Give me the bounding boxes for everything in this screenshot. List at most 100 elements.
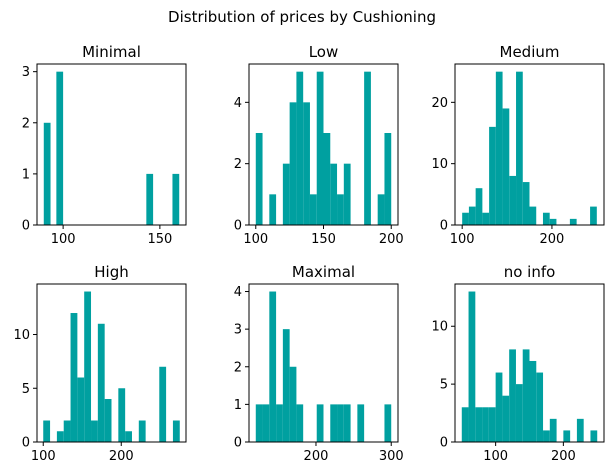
histogram-bar [529,360,537,442]
histogram-bar [475,407,483,442]
x-tick-label: 100 [483,449,508,464]
x-tick-label: 150 [147,232,172,247]
histogram-bar [282,329,290,442]
y-tick-label: 0 [234,436,242,451]
histogram-bar [172,420,180,442]
histogram-bar [125,431,132,442]
histogram-bar [522,349,530,442]
x-tick-label: 200 [551,449,576,464]
histogram-bar [337,194,344,225]
y-tick-label: 0 [440,219,448,234]
histogram-bar [590,206,597,225]
y-tick-label: 1 [234,398,242,413]
histogram-bar [77,377,85,442]
y-tick-label: 2 [22,116,30,131]
histogram-bar [343,163,351,225]
y-tick-label: 4 [234,96,242,111]
subplot-4: Maximal 200 300 0 1 2 3 4 [234,263,404,464]
histogram-bar [316,71,324,226]
histogram-bar [276,404,283,442]
histogram-bar [104,399,112,442]
histogram-bar [343,404,351,442]
axes-frame [36,63,187,226]
histogram-bar [70,313,78,442]
histogram-bar [316,404,324,442]
y-tick-label: 5 [22,382,30,397]
axes-frame [36,283,187,443]
x-tick-label: 150 [311,232,336,247]
histogram-bar [489,126,496,225]
histogram-bar [138,420,146,442]
x-tick-label: 200 [540,232,565,247]
histogram-bar [255,404,263,442]
histogram-bar [309,194,317,225]
y-tick-label: 10 [13,328,30,343]
y-tick-label: 3 [234,323,242,338]
y-tick-label: 0 [22,436,30,451]
histogram-bar [43,122,51,225]
histogram-bar [289,366,297,442]
axes-frame [454,63,605,226]
x-tick-label: 100 [31,449,56,464]
subplot-title: High [94,263,128,281]
y-tick-label: 0 [440,436,448,451]
subplot-title: Maximal [292,263,355,281]
histogram-bar [488,407,496,442]
histogram-bar [502,108,510,225]
subplot-title: Low [309,43,339,61]
histogram-bar [255,133,263,225]
histogram-bar [515,384,523,442]
histogram-bar [529,206,537,225]
histogram-bar [296,404,304,442]
y-tick-label: 1 [22,167,30,182]
histogram-bar [289,102,297,225]
x-tick-label: 200 [304,449,329,464]
subplot-title: no info [504,263,556,281]
y-tick-label: 4 [234,285,242,300]
histogram-bar [56,431,64,442]
histogram-bar [146,173,154,225]
histogram-bar [576,418,584,442]
x-tick-label: 100 [243,232,268,247]
histogram-bar [269,291,277,442]
histogram-bar [296,71,304,226]
histogram-bar [159,366,167,442]
histogram-bar [330,163,338,225]
histogram-bar [536,372,544,442]
histogram-bar [357,404,365,442]
subplot-5: no info 100 200 0 5 10 [431,263,605,464]
y-tick-label: 3 [22,65,30,80]
histogram-bar [337,404,344,442]
y-tick-label: 2 [234,360,242,375]
y-tick-label: 10 [431,320,448,335]
subplot-0: Minimal 100 150 0 1 2 3 [22,43,187,247]
histogram-bar [569,218,577,225]
histogram-bar [462,212,469,225]
subplot-2: Medium 100 200 0 10 20 [431,43,605,247]
histogram-bar [549,218,557,225]
histogram-bar [269,194,277,225]
subplot-title: Medium [500,43,560,61]
histogram-bar [509,175,517,225]
histogram-bar [56,71,64,226]
histogram-bar [542,212,550,225]
histogram-bar [262,404,270,442]
histogram-bar [482,407,489,442]
subplot-3: High 100 200 0 5 10 [13,263,187,464]
histogram-bar [43,420,51,442]
x-tick-label: 200 [379,232,404,247]
x-tick-label: 200 [109,449,134,464]
histogram-bar [543,430,550,442]
histogram-bar [563,430,571,442]
histogram-bar [91,420,98,442]
histogram-bar [522,182,530,225]
histogram-bar [63,420,71,442]
histogram-bar [282,163,290,225]
histogram-bar [590,430,598,442]
y-tick-label: 0 [234,219,242,234]
subplot-1: Low 100 150 200 0 2 4 [234,43,404,247]
x-tick-label: 300 [379,449,404,464]
histogram-bar [495,71,503,226]
